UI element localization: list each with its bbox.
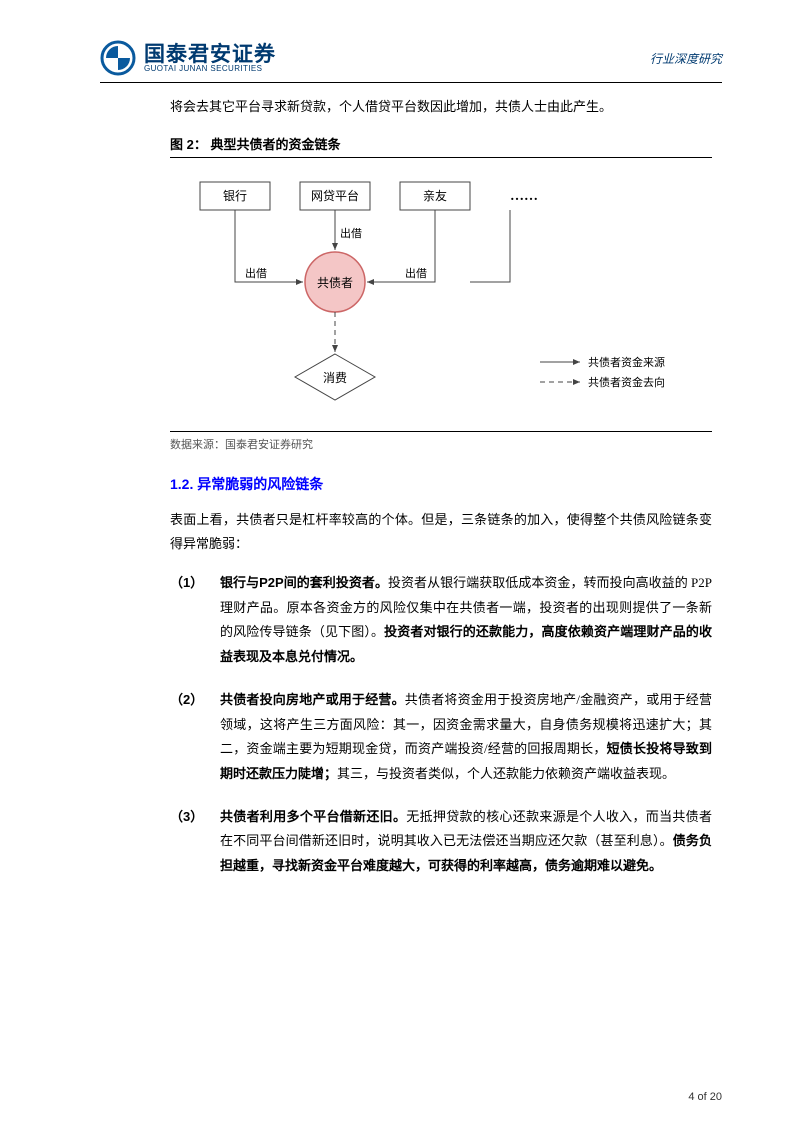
item-num-3: （3） — [170, 805, 220, 879]
logo-icon — [100, 40, 136, 76]
section-title: 1.2. 异常脆弱的风险链条 — [170, 474, 712, 494]
legend-dest: 共债者资金去向 — [588, 375, 665, 389]
section-intro: 表面上看，共债者只是杠杆率较高的个体。但是，三条链条的加入，使得整个共债风险链条… — [170, 508, 712, 557]
lend-2: 出借 — [340, 226, 362, 240]
page-footer: 4 of 20 — [688, 1091, 722, 1103]
lend-1: 出借 — [245, 266, 267, 280]
item-lead-3: 共债者利用多个平台借新还旧。 — [220, 809, 406, 824]
item-num-2: （2） — [170, 688, 220, 787]
header: 国泰君安证券 GUOTAI JUNAN SECURITIES 行业深度研究 — [100, 40, 722, 83]
logo-cn-text: 国泰君安证券 — [144, 44, 276, 65]
node-bank: 银行 — [223, 189, 247, 203]
logo: 国泰君安证券 GUOTAI JUNAN SECURITIES — [100, 40, 276, 76]
content: 将会去其它平台寻求新贷款，个人借贷平台数因此增加，共债人士由此产生。 图 2： … — [100, 95, 722, 879]
figure-source: 数据来源：国泰君安证券研究 — [170, 436, 712, 452]
list-item-2: （2） 共债者投向房地产或用于经营。共债者将资金用于投资房地产/金融资产，或用于… — [170, 688, 712, 787]
legend-source: 共债者资金来源 — [588, 355, 665, 369]
list-item-1: （1） 银行与P2P间的套利投资者。投资者从银行端获取低成本资金，转而投向高收益… — [170, 571, 712, 670]
list-item-3: （3） 共债者利用多个平台借新还旧。无抵押贷款的核心还款来源是个人收入，而当共债… — [170, 805, 712, 879]
item-num-1: （1） — [170, 571, 220, 670]
node-consume: 消费 — [323, 371, 347, 385]
node-p2p: 网贷平台 — [311, 188, 359, 203]
flowchart-svg: 银行 网贷平台 亲友 …… 共债者 出借 出借 出借 — [170, 172, 690, 412]
lend-3: 出借 — [405, 266, 427, 280]
figure-box: 银行 网贷平台 亲友 …… 共债者 出借 出借 出借 — [170, 157, 712, 432]
node-dots: …… — [510, 189, 538, 204]
page: 国泰君安证券 GUOTAI JUNAN SECURITIES 行业深度研究 将会… — [0, 0, 802, 1133]
logo-en-text: GUOTAI JUNAN SECURITIES — [144, 65, 276, 73]
item-body2-2: 其三，与投资者类似，个人还款能力依赖资产端收益表现。 — [337, 766, 675, 781]
item-lead-1: 银行与P2P间的套利投资者。 — [220, 575, 388, 590]
node-friend: 亲友 — [423, 189, 447, 203]
header-right-text: 行业深度研究 — [650, 50, 722, 67]
intro-paragraph: 将会去其它平台寻求新贷款，个人借贷平台数因此增加，共债人士由此产生。 — [170, 95, 712, 120]
node-center: 共债者 — [317, 276, 353, 290]
figure-title: 图 2： 典型共债者的资金链条 — [170, 134, 712, 153]
item-lead-2: 共债者投向房地产或用于经营。 — [220, 692, 405, 707]
